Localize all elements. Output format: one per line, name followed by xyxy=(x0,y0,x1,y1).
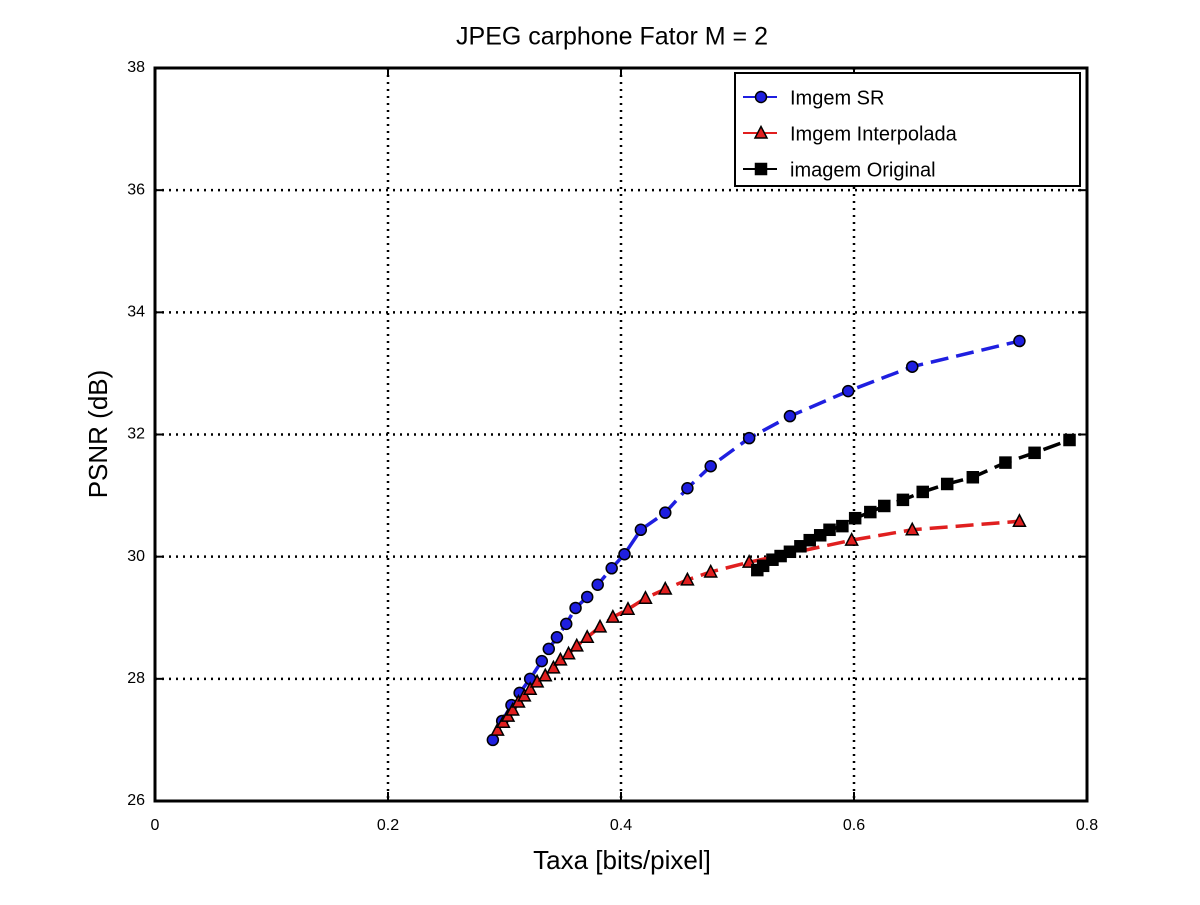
marker xyxy=(618,547,631,561)
legend-label: imagem Original xyxy=(790,159,936,181)
marker xyxy=(561,645,576,660)
marker xyxy=(1013,334,1026,348)
chart-title: JPEG carphone Fator M = 2 xyxy=(456,23,768,51)
marker xyxy=(864,505,877,519)
marker xyxy=(522,681,538,695)
marker xyxy=(517,687,532,702)
marker xyxy=(783,409,797,423)
marker xyxy=(680,571,695,586)
marker xyxy=(836,519,849,533)
marker xyxy=(916,485,929,499)
marker xyxy=(896,493,910,507)
x-axis-label: Taxa [bits/pixel] xyxy=(533,845,711,875)
series-line xyxy=(491,339,1020,741)
marker xyxy=(559,617,573,631)
marker xyxy=(605,562,618,575)
legend-box xyxy=(734,72,1081,187)
marker xyxy=(906,360,919,373)
y-tick-label: 34 xyxy=(127,304,145,321)
marker xyxy=(753,124,769,139)
x-tick-label: 0.8 xyxy=(1076,817,1098,834)
legend-label: Imgem SR xyxy=(790,87,884,109)
marker xyxy=(569,637,584,652)
legend-label: Imgem Interpolada xyxy=(790,123,958,145)
y-tick-label: 36 xyxy=(127,181,145,198)
marker xyxy=(620,601,636,615)
marker xyxy=(505,701,520,716)
x-tick-label: 0.2 xyxy=(377,817,399,834)
marker xyxy=(546,659,561,674)
marker xyxy=(754,162,768,176)
marker xyxy=(878,499,891,513)
marker xyxy=(999,456,1012,469)
y-tick-label: 32 xyxy=(127,426,145,443)
marker xyxy=(940,477,954,491)
marker xyxy=(1012,513,1027,527)
marker xyxy=(638,590,653,604)
marker xyxy=(542,642,556,656)
series-line xyxy=(496,519,1020,732)
marker xyxy=(490,722,505,736)
marker xyxy=(704,460,717,473)
marker xyxy=(742,431,756,445)
plot-frame xyxy=(153,66,1089,803)
marker xyxy=(634,523,648,537)
y-tick-label: 28 xyxy=(127,670,145,687)
marker xyxy=(591,578,604,592)
marker xyxy=(486,733,500,747)
marker xyxy=(783,545,797,559)
x-tick-label: 0 xyxy=(151,817,160,834)
marker xyxy=(681,482,694,495)
marker xyxy=(754,90,768,104)
y-tick-label: 26 xyxy=(127,792,145,809)
marker xyxy=(535,654,549,668)
marker xyxy=(579,629,595,644)
marker xyxy=(592,618,608,633)
marker xyxy=(569,601,582,615)
y-tick-label: 30 xyxy=(127,548,145,565)
marker xyxy=(803,533,816,547)
y-axis-label: PSNR (dB) xyxy=(83,370,113,499)
marker xyxy=(659,506,672,519)
marker xyxy=(905,521,920,536)
marker xyxy=(1063,433,1076,447)
marker xyxy=(550,631,564,644)
marker xyxy=(966,471,980,484)
marker xyxy=(658,580,673,595)
marker xyxy=(1028,446,1041,460)
marker xyxy=(538,667,553,682)
x-tick-label: 0.4 xyxy=(610,817,632,834)
x-tick-label: 0.6 xyxy=(843,817,865,834)
y-tick-label: 38 xyxy=(127,59,145,76)
marker xyxy=(844,532,859,546)
marker xyxy=(823,523,836,537)
marker xyxy=(841,384,855,398)
marker xyxy=(605,609,621,623)
marker xyxy=(703,563,718,578)
marker xyxy=(848,511,862,525)
marker xyxy=(580,590,594,604)
